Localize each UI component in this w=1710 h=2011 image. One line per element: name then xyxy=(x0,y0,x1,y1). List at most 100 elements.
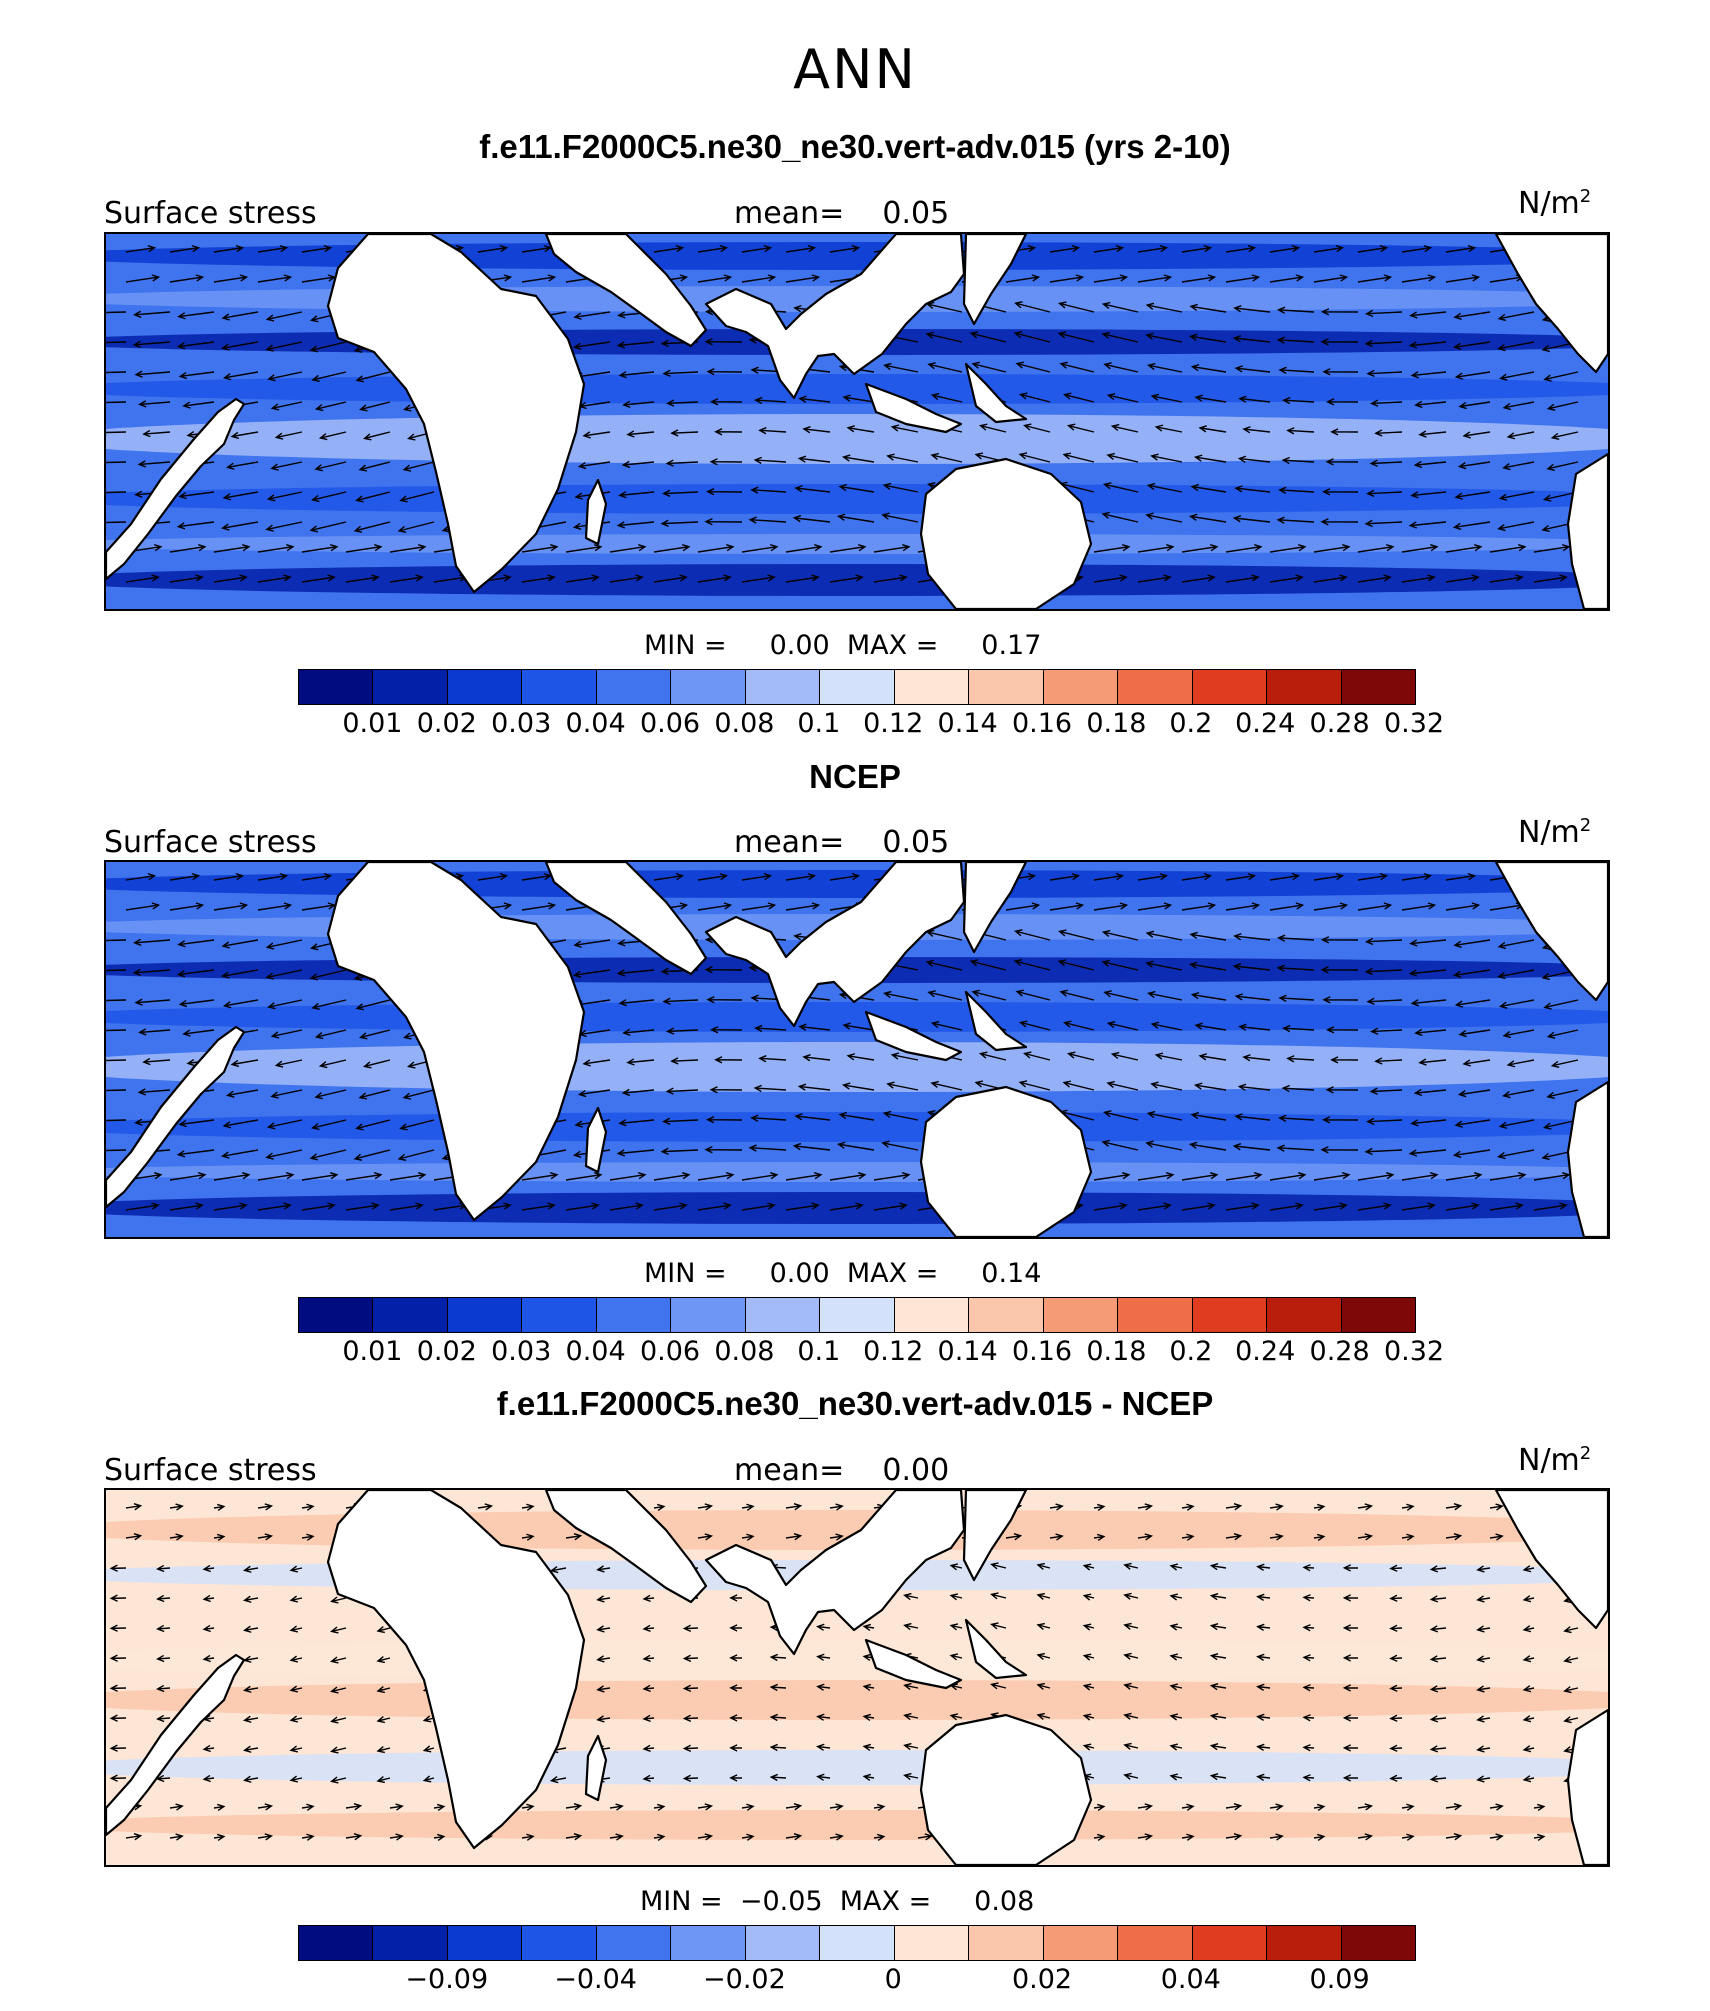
landmass-coastline xyxy=(964,1618,1028,1680)
colorbar-tick-label: 0.14 xyxy=(937,708,998,739)
colorbar-tick-label: 0.16 xyxy=(1011,708,1073,739)
colorbar-swatch xyxy=(1341,1298,1416,1332)
panel-3-colorbar-ticks: −0.09 −0.04 −0.02 0 0.02 0.04 0.09 xyxy=(298,1964,1414,1996)
max-label: MAX = xyxy=(839,1886,932,1917)
colorbar-swatch xyxy=(1118,670,1193,704)
mean-label: mean= xyxy=(734,196,845,231)
units-exponent: 2 xyxy=(1579,815,1592,836)
colorbar-tick-label: 0.02 xyxy=(416,1336,477,1367)
landmass-coastline xyxy=(584,1734,608,1802)
colorbar-tick-label: 0.08 xyxy=(714,708,775,739)
landmass-coastline xyxy=(919,1713,1093,1865)
colorbar-tick-label: 0.18 xyxy=(1086,1336,1147,1367)
units-base: N/m xyxy=(1518,186,1580,221)
mean-value: 0.00 xyxy=(882,1453,950,1488)
min-label: MIN = xyxy=(644,1258,727,1289)
landmass-coastline xyxy=(544,1490,708,1604)
colorbar-swatch xyxy=(1118,1298,1193,1332)
landmass-coastline xyxy=(1494,862,1608,1002)
panel-2-colorbar-ticks: 0.01 0.02 0.03 0.04 0.06 0.08 0.1 0.12 0.14 0.16 0… xyxy=(298,1336,1444,1368)
colorbar-tick-label: 0.32 xyxy=(1383,708,1445,739)
landmass-coastline xyxy=(326,862,586,1222)
panel-1-colorbar xyxy=(298,669,1416,705)
colorbar-tick-label: 0.09 xyxy=(1309,1964,1370,1995)
colorbar-tick-label: 0.14 xyxy=(937,1336,998,1367)
colorbar-swatch xyxy=(299,1926,374,1960)
colorbar-swatch xyxy=(894,1926,970,1960)
colorbar-swatch xyxy=(447,670,523,704)
landmass-coastline xyxy=(1566,1080,1608,1237)
colorbar-swatch xyxy=(1043,670,1119,704)
units-exponent: 2 xyxy=(1579,1443,1592,1464)
colorbar-swatch xyxy=(894,670,970,704)
colorbar-swatch xyxy=(447,1926,523,1960)
colorbar-swatch xyxy=(1341,670,1416,704)
colorbar-swatch xyxy=(1043,1926,1119,1960)
min-value: 0.00 xyxy=(769,630,830,661)
landmass-coastline xyxy=(1494,234,1608,374)
colorbar-swatch xyxy=(1118,1926,1193,1960)
min-value: −0.05 xyxy=(739,1886,823,1917)
panel-1-variable-label: Surface stress xyxy=(104,196,317,231)
colorbar-swatch xyxy=(671,1298,746,1332)
landmass-coastline xyxy=(919,457,1093,609)
colorbar-swatch xyxy=(522,1926,597,1960)
colorbar-tick-label: 0.03 xyxy=(491,1336,552,1367)
colorbar-tick-label: 0.04 xyxy=(1160,1964,1221,1995)
colorbar-tick-label: 0.06 xyxy=(639,708,701,739)
panel-1-colorbar-ticks: 0.01 0.02 0.03 0.04 0.06 0.08 0.1 0.12 0.14 0.16 0… xyxy=(298,708,1444,740)
landmass-coastline xyxy=(964,990,1028,1052)
landmass-coastline xyxy=(584,1106,608,1174)
colorbar-swatch xyxy=(969,1926,1044,1960)
mean-value: 0.05 xyxy=(882,825,950,860)
colorbar-tick-label: 0.1 xyxy=(797,1336,841,1367)
figure-title: ANN xyxy=(793,38,917,101)
colorbar-swatch xyxy=(1267,1298,1342,1332)
mean-label: mean= xyxy=(734,1453,845,1488)
max-value: 0.14 xyxy=(981,1258,1042,1289)
colorbar-swatch xyxy=(671,1926,746,1960)
landmass-coastline xyxy=(864,1638,963,1690)
panel-2-units: N/m2 xyxy=(1518,815,1591,850)
colorbar-swatch xyxy=(1341,1926,1416,1960)
colorbar-swatch xyxy=(1267,1926,1342,1960)
landmass-coastline xyxy=(962,862,1028,954)
max-value: 0.08 xyxy=(974,1886,1035,1917)
landmass-coastline xyxy=(964,362,1028,424)
panel-3-mean: mean= 0.00 xyxy=(734,1453,949,1488)
colorbar-swatch xyxy=(1192,1926,1268,1960)
landmass-coastline xyxy=(106,397,246,581)
mean-value: 0.05 xyxy=(882,196,950,231)
colorbar-swatch xyxy=(820,670,895,704)
colorbar-swatch xyxy=(969,670,1044,704)
colorbar-tick-label: 0.06 xyxy=(639,1336,701,1367)
min-value: 0.00 xyxy=(769,1258,830,1289)
landmass-coastline xyxy=(704,1490,966,1656)
panel-3-map xyxy=(104,1488,1610,1867)
colorbar-swatch xyxy=(522,670,597,704)
panel-1-mean: mean= 0.05 xyxy=(734,196,949,231)
landmass-coastline xyxy=(1494,1490,1608,1630)
colorbar-swatch xyxy=(447,1298,523,1332)
colorbar-swatch xyxy=(596,670,672,704)
landmass-coastline xyxy=(704,862,966,1028)
units-base: N/m xyxy=(1518,1443,1580,1478)
landmass-coastline xyxy=(544,862,708,976)
colorbar-swatch xyxy=(745,670,821,704)
landmass-coastline xyxy=(1566,1708,1608,1865)
colorbar-tick-label: −0.04 xyxy=(554,1964,637,1995)
colorbar-tick-label: 0.04 xyxy=(565,708,626,739)
max-label: MAX = xyxy=(846,630,939,661)
colorbar-swatch xyxy=(745,1926,821,1960)
colorbar-swatch xyxy=(745,1298,821,1332)
panel-3-minmax: MIN = −0.05 MAX = 0.08 xyxy=(640,1886,1034,1917)
colorbar-swatch xyxy=(299,670,374,704)
min-label: MIN = xyxy=(644,630,727,661)
colorbar-tick-label: 0.08 xyxy=(714,1336,775,1367)
panel-1-minmax: MIN = 0.00 MAX = 0.17 xyxy=(644,630,1041,661)
colorbar-swatch xyxy=(1192,670,1268,704)
colorbar-swatch xyxy=(969,1298,1044,1332)
colorbar-tick-label: −0.09 xyxy=(405,1964,489,1995)
landmass-coastline xyxy=(584,478,608,546)
colorbar-tick-label: 0.28 xyxy=(1309,708,1370,739)
